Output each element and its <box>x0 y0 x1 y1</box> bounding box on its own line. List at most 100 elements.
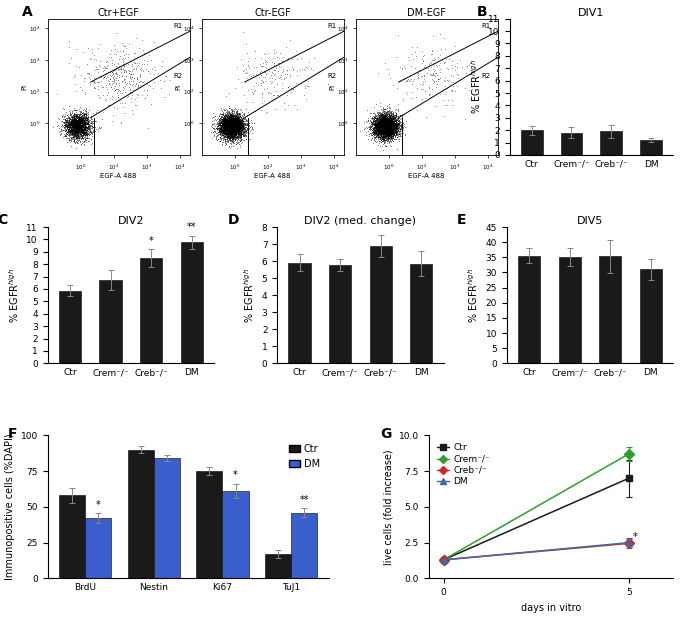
Point <box>222 121 233 131</box>
Point <box>54 128 65 137</box>
Point <box>224 110 235 120</box>
Point <box>381 124 392 134</box>
Point <box>81 129 92 139</box>
Point <box>232 122 243 132</box>
Point <box>231 131 242 141</box>
Point <box>72 125 83 135</box>
Point <box>388 119 398 129</box>
Point <box>218 121 229 131</box>
Point <box>222 125 233 135</box>
Point <box>231 127 242 137</box>
Point <box>221 125 232 135</box>
Point <box>384 116 394 126</box>
Point <box>387 118 398 128</box>
Point <box>272 67 283 77</box>
Point <box>226 124 237 134</box>
Point <box>228 120 239 130</box>
Point <box>70 119 81 129</box>
Point <box>71 124 82 134</box>
Point <box>377 121 388 131</box>
Point <box>385 119 396 129</box>
Point <box>230 115 241 125</box>
Point <box>77 131 88 141</box>
Point <box>228 125 239 135</box>
Point <box>64 114 75 124</box>
Point <box>367 127 378 137</box>
Point <box>68 136 79 146</box>
Point <box>228 119 239 129</box>
Point <box>390 128 401 138</box>
Point <box>58 118 69 128</box>
Point <box>379 124 390 134</box>
Point <box>379 116 390 126</box>
Point <box>222 132 233 142</box>
Point <box>372 124 383 134</box>
Point <box>235 116 246 126</box>
Point <box>66 116 77 126</box>
Point <box>124 87 135 97</box>
Point <box>232 118 243 128</box>
Point <box>380 126 391 136</box>
Point <box>124 72 135 82</box>
Point <box>66 115 77 125</box>
Point <box>70 119 81 129</box>
Point <box>384 119 395 129</box>
Point <box>82 133 93 143</box>
Point <box>286 83 296 93</box>
Point <box>384 129 394 139</box>
Point <box>228 114 239 124</box>
Point <box>392 30 403 40</box>
Point <box>61 122 72 132</box>
Point <box>241 119 252 129</box>
Point <box>369 111 380 121</box>
Point <box>364 128 375 137</box>
Point <box>226 117 237 127</box>
Point <box>377 118 388 128</box>
Point <box>383 121 394 131</box>
Point <box>301 75 311 85</box>
Point <box>219 122 230 132</box>
Point <box>226 120 237 130</box>
Point <box>228 120 239 130</box>
Point <box>227 118 238 128</box>
Point <box>382 124 393 134</box>
Point <box>236 126 247 136</box>
Point <box>227 120 238 130</box>
Point <box>67 121 78 131</box>
Point <box>78 120 88 130</box>
Point <box>389 132 400 142</box>
Point <box>385 125 396 135</box>
Point <box>228 118 239 128</box>
Point <box>388 121 399 131</box>
Point <box>78 109 89 119</box>
Point <box>375 109 386 119</box>
Point <box>384 123 395 133</box>
Point <box>233 118 244 128</box>
Point <box>226 118 237 128</box>
Point <box>381 128 392 137</box>
Point <box>238 128 249 137</box>
Point <box>243 136 254 146</box>
Point <box>239 127 250 137</box>
Point <box>86 116 97 126</box>
Point <box>228 126 239 136</box>
Point <box>387 124 398 134</box>
Point <box>217 116 228 126</box>
Point <box>388 120 399 130</box>
Point <box>386 118 396 128</box>
Point <box>440 81 451 91</box>
Point <box>376 129 387 139</box>
Point <box>141 79 152 89</box>
Y-axis label: % EGFR$^{high}$: % EGFR$^{high}$ <box>7 267 21 323</box>
Point <box>223 116 234 126</box>
Point <box>382 133 393 143</box>
Point <box>222 119 233 129</box>
Point <box>384 114 394 124</box>
Point <box>239 128 250 138</box>
Point <box>388 127 398 137</box>
Point <box>233 121 243 131</box>
Point <box>379 113 390 123</box>
Point <box>384 128 395 138</box>
Point <box>80 124 90 134</box>
Point <box>65 118 75 128</box>
